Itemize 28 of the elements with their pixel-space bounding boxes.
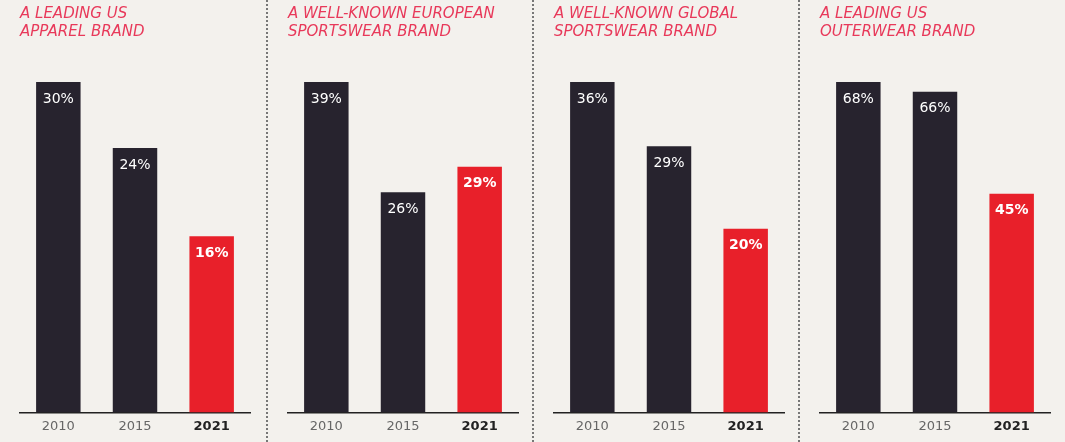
data-label: 16% xyxy=(194,243,229,260)
x-tick-label: 2021 xyxy=(193,417,230,433)
data-label: 29% xyxy=(462,174,497,191)
data-label: 24% xyxy=(119,155,151,172)
x-tick-label: 2010 xyxy=(841,417,875,433)
x-tick-label: 2015 xyxy=(118,417,152,433)
data-label: 68% xyxy=(842,89,874,106)
x-tick-label: 2010 xyxy=(575,417,609,433)
data-label: 36% xyxy=(576,89,608,106)
x-tick-label: 2015 xyxy=(652,417,686,433)
data-label: 26% xyxy=(387,199,419,216)
data-label: 45% xyxy=(994,201,1029,218)
x-tick-label: 2010 xyxy=(41,417,75,433)
x-tick-label: 2015 xyxy=(918,417,952,433)
chart-title: A WELL-KNOWN GLOBAL SPORTSWEAR BRAND xyxy=(554,4,739,40)
data-label: 66% xyxy=(919,99,951,116)
data-label: 39% xyxy=(310,89,342,106)
x-tick-label: 2021 xyxy=(727,417,764,433)
chart-title: A WELL-KNOWN EUROPEAN SPORTSWEAR BRAND xyxy=(288,4,495,40)
data-label: 30% xyxy=(42,89,74,106)
data-label: 29% xyxy=(653,153,685,170)
data-label: 20% xyxy=(728,236,763,253)
x-tick-label: 2015 xyxy=(386,417,420,433)
x-tick-label: 2021 xyxy=(993,417,1030,433)
x-tick-label: 2010 xyxy=(309,417,343,433)
chart-title: A LEADING US APPAREL BRAND xyxy=(20,4,145,40)
chart-title: A LEADING US OUTERWEAR BRAND xyxy=(820,4,976,40)
x-tick-label: 2021 xyxy=(461,417,498,433)
